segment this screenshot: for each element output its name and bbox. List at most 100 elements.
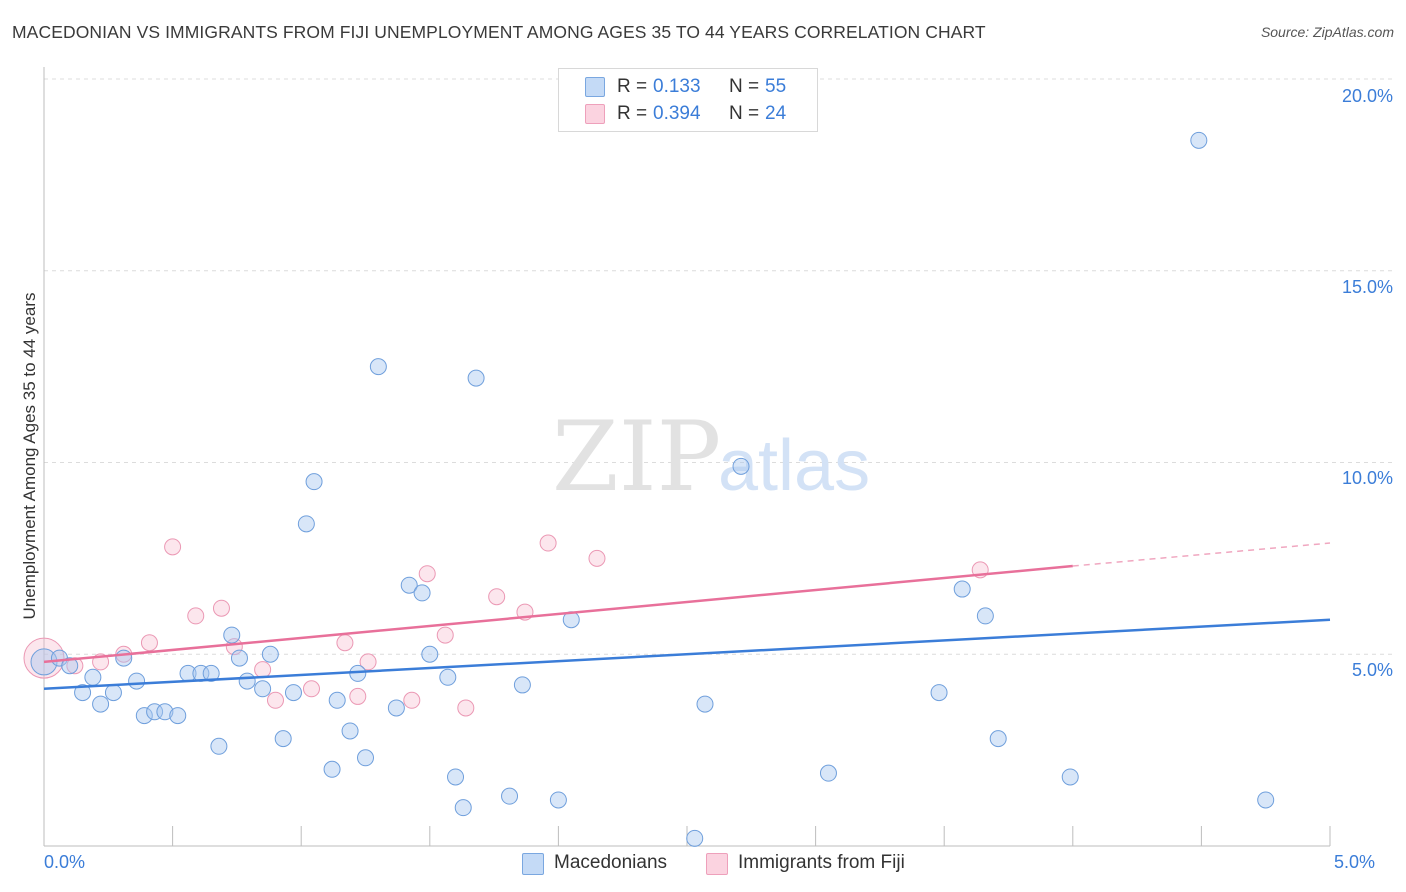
macedonian-point — [549, 791, 567, 809]
fiji-point — [187, 607, 205, 625]
macedonian-point — [1257, 791, 1275, 809]
macedonian-point — [439, 668, 457, 686]
fiji-point — [349, 687, 367, 705]
macedonian-point — [74, 684, 92, 702]
axes — [43, 67, 1331, 847]
chart-title: MACEDONIAN VS IMMIGRANTS FROM FIJI UNEMP… — [12, 22, 986, 42]
fiji-point — [140, 634, 158, 652]
y-tick-label: 15.0% — [1341, 277, 1393, 297]
macedonian-point — [61, 657, 79, 675]
legend-swatch-fiji — [585, 104, 605, 124]
source-label: Source: ZipAtlas.com — [1260, 24, 1394, 40]
macedonian-point — [930, 684, 948, 702]
macedonian-point — [254, 680, 272, 698]
macedonian-point — [210, 737, 228, 755]
macedonian-point — [238, 672, 256, 690]
macedonian-point — [976, 607, 994, 625]
macedonian-point — [421, 645, 439, 663]
fiji-point — [302, 680, 320, 698]
watermark-atlas: atlas — [718, 426, 870, 506]
macedonian-point — [323, 760, 341, 778]
bottom-legend-label: Immigrants from Fiji — [738, 852, 905, 873]
fiji-point — [164, 538, 182, 556]
fiji-point — [212, 599, 230, 617]
bottom-legend-label: Macedonians — [554, 852, 668, 873]
macedonian-point — [274, 730, 292, 748]
fiji-point — [359, 653, 377, 671]
fiji-point — [436, 626, 454, 644]
macedonian-point — [115, 649, 133, 667]
macedonian-point — [513, 676, 531, 694]
fiji-point — [66, 657, 84, 675]
y-tick-label: 5.0% — [1351, 660, 1393, 680]
fiji-point — [588, 549, 606, 567]
macedonian-point — [501, 787, 519, 805]
macedonian-point — [357, 749, 374, 767]
legend-r-label: R = — [617, 76, 648, 97]
gridlines — [44, 78, 1392, 655]
macedonian-point — [467, 369, 485, 387]
macedonian-point — [400, 576, 418, 594]
macedonian-point — [341, 722, 359, 740]
watermark: ZIP atlas — [552, 401, 870, 513]
bottom-legend-swatch-macedonians — [522, 853, 544, 875]
fiji-point — [418, 565, 436, 583]
fiji-point — [266, 691, 284, 709]
macedonian-point — [305, 473, 323, 491]
macedonian-point — [1061, 768, 1079, 786]
macedonian-point — [297, 515, 315, 533]
macedonian-trendline — [43, 618, 1331, 691]
fiji-trendline-extension — [1072, 542, 1331, 567]
x-tick-label: 5.0% — [1334, 852, 1376, 872]
fiji-trendline — [43, 564, 1073, 664]
macedonian-point — [447, 768, 465, 786]
macedonian-point — [156, 703, 174, 721]
macedonian-point — [230, 649, 248, 667]
macedonian-point — [104, 684, 122, 702]
macedonian-point — [146, 703, 164, 721]
legend-r-label: R = — [617, 103, 648, 124]
fiji-point — [254, 661, 272, 679]
legend-n-value: 55 — [765, 76, 787, 97]
legend-n-label: N = — [729, 76, 760, 97]
macedonian-point — [387, 699, 405, 717]
macedonian-point — [128, 672, 146, 690]
watermark-zip: ZIP — [552, 401, 721, 513]
macedonian-point — [92, 695, 110, 713]
fiji-point — [336, 634, 354, 652]
macedonian-point — [169, 707, 187, 725]
bottom-legend-swatch-fiji — [706, 853, 728, 875]
macedonian-point — [328, 691, 346, 709]
macedonian-point — [989, 730, 1007, 748]
fiji-point — [403, 691, 421, 709]
legend: R = 0.133 N = 55 R = 0.394 N = 24 — [558, 68, 818, 132]
legend-n-label: N = — [729, 103, 760, 124]
fiji-point — [488, 588, 506, 606]
legend-r-value: 0.133 — [653, 76, 701, 97]
macedonian-point — [223, 626, 241, 644]
fiji-point — [23, 637, 65, 679]
macedonian-point — [202, 664, 220, 682]
macedonian-point — [369, 358, 387, 376]
macedonian-point — [84, 668, 102, 686]
fiji-point — [457, 699, 475, 717]
macedonian-point — [819, 764, 837, 782]
macedonian-point — [686, 829, 704, 847]
fiji-point — [539, 534, 557, 552]
legend-r-value: 0.394 — [653, 103, 701, 124]
macedonian-point — [135, 707, 153, 725]
x-tick-label: 0.0% — [44, 852, 86, 872]
macedonian-point — [1190, 131, 1208, 149]
macedonian-point — [696, 695, 714, 713]
y-tick-label: 10.0% — [1341, 468, 1393, 488]
macedonian-point — [732, 457, 750, 475]
macedonian-point — [284, 684, 302, 702]
y-tick-label: 20.0% — [1341, 86, 1393, 106]
macedonian-point — [953, 580, 971, 598]
legend-swatch-macedonians — [585, 77, 605, 97]
y-axis-label: Unemployment Among Ages 35 to 44 years — [20, 292, 39, 620]
macedonian-point — [413, 584, 431, 602]
legend-n-value: 24 — [765, 103, 787, 124]
macedonian-point — [454, 799, 472, 817]
